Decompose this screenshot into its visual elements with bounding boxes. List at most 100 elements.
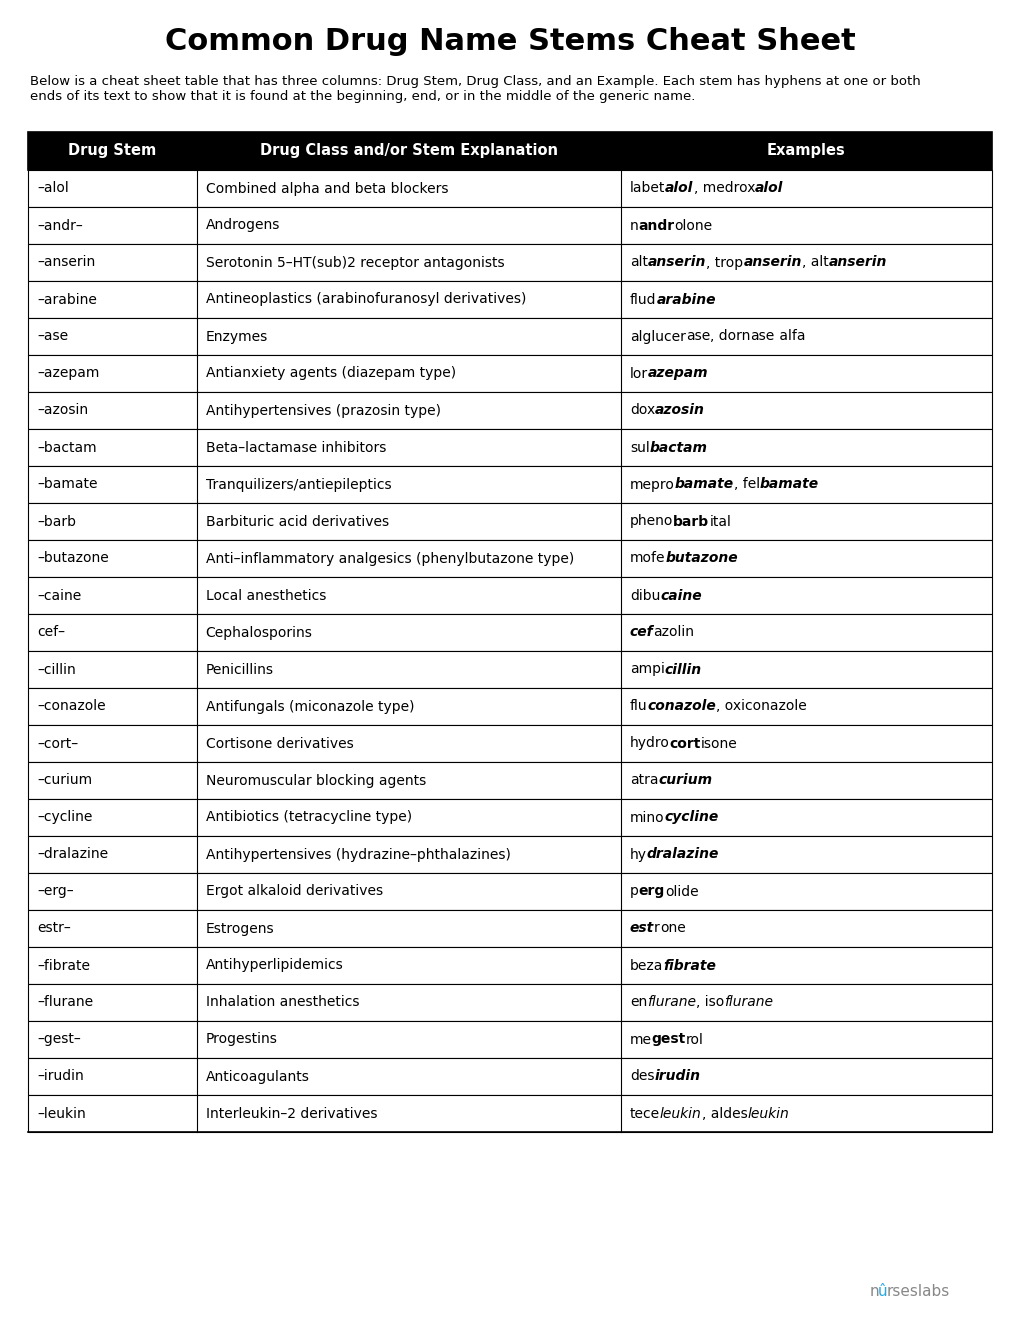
Text: , fel: , fel — [733, 478, 759, 491]
Text: gest: gest — [651, 1032, 686, 1047]
Text: –erg–: –erg– — [37, 884, 73, 899]
Text: olone: olone — [675, 219, 712, 232]
Text: Cortisone derivatives: Cortisone derivatives — [206, 737, 354, 751]
Text: rseslabs: rseslabs — [887, 1284, 950, 1299]
Text: andr: andr — [638, 219, 675, 232]
Bar — [28, 466, 991, 503]
Text: Progestins: Progestins — [206, 1032, 277, 1047]
Text: –conazole: –conazole — [37, 700, 106, 714]
Text: tece: tece — [630, 1106, 659, 1121]
Text: bamate: bamate — [759, 478, 818, 491]
Text: Anti–inflammatory analgesics (phenylbutazone type): Anti–inflammatory analgesics (phenylbuta… — [206, 552, 574, 565]
Bar — [28, 762, 991, 799]
Text: anserin: anserin — [827, 256, 886, 269]
Bar — [28, 281, 991, 318]
Text: Serotonin 5–HT(sub)2 receptor antagonists: Serotonin 5–HT(sub)2 receptor antagonist… — [206, 256, 503, 269]
Text: –flurane: –flurane — [37, 995, 93, 1010]
Bar — [28, 1059, 991, 1096]
Text: labet: labet — [630, 181, 664, 195]
Text: lor: lor — [630, 367, 647, 380]
Text: one: one — [659, 921, 685, 936]
Text: arabine: arabine — [655, 293, 715, 306]
Text: Antifungals (miconazole type): Antifungals (miconazole type) — [206, 700, 414, 714]
Text: , iso: , iso — [695, 995, 723, 1010]
Text: cycline: cycline — [663, 810, 718, 825]
Text: –caine: –caine — [37, 589, 82, 602]
Bar — [28, 318, 991, 355]
Text: Androgens: Androgens — [206, 219, 280, 232]
Text: ase: ase — [685, 330, 709, 343]
Bar — [28, 799, 991, 836]
Text: , medrox: , medrox — [693, 181, 754, 195]
Text: Enzymes: Enzymes — [206, 330, 268, 343]
Text: flu: flu — [630, 700, 647, 714]
Bar — [28, 577, 991, 614]
Text: Combined alpha and beta blockers: Combined alpha and beta blockers — [206, 181, 447, 195]
Text: butazone: butazone — [664, 552, 738, 565]
Text: –ase: –ase — [37, 330, 68, 343]
Bar — [28, 1096, 991, 1133]
Text: –bamate: –bamate — [37, 478, 98, 491]
Text: rol: rol — [686, 1032, 703, 1047]
Text: anserin: anserin — [647, 256, 705, 269]
Text: hydro: hydro — [630, 737, 669, 751]
Text: alol: alol — [664, 181, 693, 195]
Text: curium: curium — [657, 774, 712, 788]
Text: mino: mino — [630, 810, 663, 825]
Text: irudin: irudin — [654, 1069, 700, 1084]
Text: –alol: –alol — [37, 181, 68, 195]
Text: bactam: bactam — [649, 441, 707, 454]
Text: –fibrate: –fibrate — [37, 958, 90, 973]
Bar — [28, 909, 991, 946]
Text: Antineoplastics (arabinofuranosyl derivatives): Antineoplastics (arabinofuranosyl deriva… — [206, 293, 526, 306]
Text: Drug Class and/or Stem Explanation: Drug Class and/or Stem Explanation — [260, 144, 557, 158]
Text: –bactam: –bactam — [37, 441, 97, 454]
Text: Below is a cheat sheet table that has three columns: Drug Stem, Drug Class, and : Below is a cheat sheet table that has th… — [30, 75, 920, 103]
Text: –cillin: –cillin — [37, 663, 75, 676]
Text: , trop: , trop — [705, 256, 743, 269]
Bar — [28, 836, 991, 873]
Text: –azepam: –azepam — [37, 367, 99, 380]
Text: alfa: alfa — [773, 330, 804, 343]
Text: –butazone: –butazone — [37, 552, 109, 565]
Bar — [28, 651, 991, 688]
Bar — [28, 614, 991, 651]
Text: –leukin: –leukin — [37, 1106, 86, 1121]
Text: est: est — [630, 921, 653, 936]
Text: mofe: mofe — [630, 552, 664, 565]
Text: atra: atra — [630, 774, 657, 788]
Text: isone: isone — [700, 737, 737, 751]
Text: des: des — [630, 1069, 654, 1084]
Text: –anserin: –anserin — [37, 256, 95, 269]
Text: Inhalation anesthetics: Inhalation anesthetics — [206, 995, 359, 1010]
Text: leukin: leukin — [747, 1106, 789, 1121]
Text: Beta–lactamase inhibitors: Beta–lactamase inhibitors — [206, 441, 386, 454]
Bar — [28, 207, 991, 244]
Text: p: p — [630, 884, 638, 899]
Bar — [28, 873, 991, 909]
Text: fibrate: fibrate — [662, 958, 715, 973]
Text: bamate: bamate — [675, 478, 733, 491]
Text: Ergot alkaloid derivatives: Ergot alkaloid derivatives — [206, 884, 382, 899]
Text: ase: ase — [750, 330, 773, 343]
Text: alol: alol — [754, 181, 783, 195]
Text: azolin: azolin — [653, 626, 694, 639]
Bar — [28, 503, 991, 540]
Text: , aldes: , aldes — [701, 1106, 747, 1121]
Text: û: û — [877, 1284, 887, 1299]
Text: Drug Stem: Drug Stem — [68, 144, 156, 158]
Text: –gest–: –gest– — [37, 1032, 81, 1047]
Text: olide: olide — [664, 884, 698, 899]
Bar — [28, 688, 991, 725]
Text: Antihypertensives (hydrazine–phthalazines): Antihypertensives (hydrazine–phthalazine… — [206, 847, 511, 862]
Bar — [28, 540, 991, 577]
Text: –dralazine: –dralazine — [37, 847, 108, 862]
Bar — [28, 725, 991, 762]
Text: dralazine: dralazine — [646, 847, 718, 862]
Text: mepro: mepro — [630, 478, 675, 491]
Text: –arabine: –arabine — [37, 293, 97, 306]
Text: –azosin: –azosin — [37, 404, 88, 417]
Text: n: n — [869, 1284, 878, 1299]
Text: anserin: anserin — [743, 256, 801, 269]
Text: Common Drug Name Stems Cheat Sheet: Common Drug Name Stems Cheat Sheet — [164, 28, 855, 57]
